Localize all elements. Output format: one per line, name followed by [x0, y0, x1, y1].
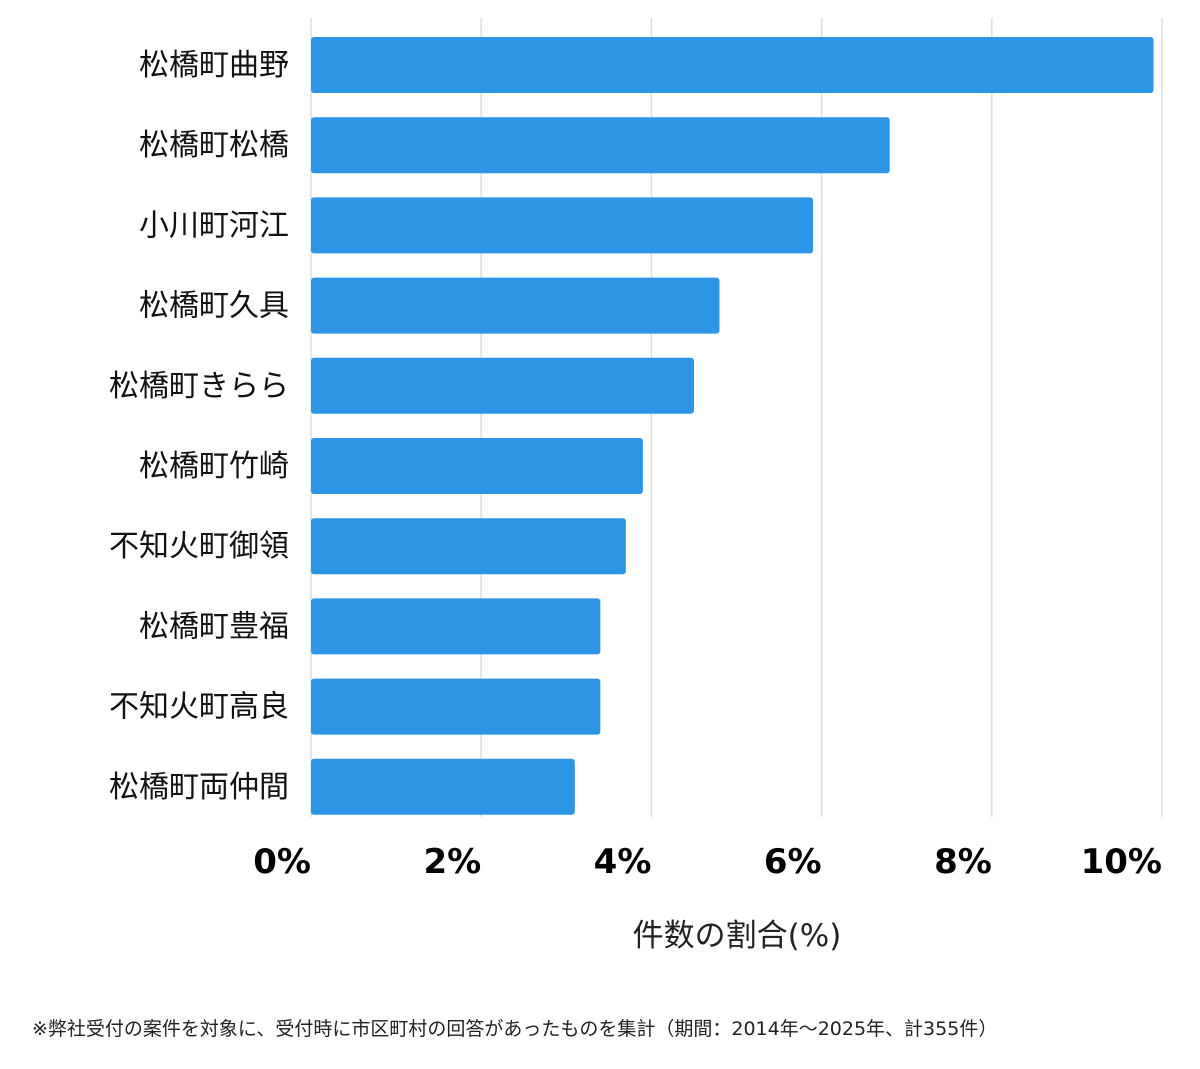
bar: [311, 197, 814, 254]
category-label: 松橋町豊福: [139, 609, 289, 644]
x-tick-label: 0%: [253, 842, 311, 882]
bar-chart: 松橋町曲野松橋町松橋小川町河江松橋町久具松橋町きらら松橋町竹崎不知火町御領松橋町…: [109, 18, 1163, 954]
x-axis-title: 件数の割合(%): [633, 918, 842, 954]
bar: [311, 438, 643, 494]
bar: [311, 357, 694, 414]
category-label: 松橋町久具: [139, 289, 289, 324]
category-label: 松橋町竹崎: [139, 449, 289, 484]
bar: [311, 598, 601, 655]
category-label: 不知火町御領: [109, 529, 289, 564]
x-tick-label: 6%: [764, 842, 822, 882]
bar: [311, 37, 1154, 93]
bar: [311, 117, 890, 174]
category-label: 松橋町松橋: [139, 128, 289, 163]
category-label: 小川町河江: [139, 208, 289, 243]
category-label: 松橋町曲野: [139, 48, 289, 83]
x-tick-label: 10%: [1081, 842, 1162, 882]
bar: [311, 277, 720, 334]
x-tick-labels: 0% 2% 4% 6% 8% 10%: [253, 842, 1162, 882]
x-tick-label: 8%: [934, 842, 992, 882]
category-label: 不知火町高良: [109, 690, 289, 725]
footnote: ※弊社受付の案件を対象に、受付時に市区町村の回答があったものを集計（期間：201…: [32, 1018, 998, 1040]
category-label: 松橋町両仲間: [109, 770, 289, 805]
category-labels: 松橋町曲野松橋町松橋小川町河江松橋町久具松橋町きらら松橋町竹崎不知火町御領松橋町…: [109, 48, 289, 805]
bar: [311, 678, 601, 735]
bars: [311, 37, 1154, 815]
bar: [311, 518, 626, 575]
bar: [311, 758, 575, 815]
x-tick-label: 2%: [423, 842, 481, 882]
x-tick-label: 4%: [594, 842, 652, 882]
category-label: 松橋町きらら: [109, 369, 289, 404]
